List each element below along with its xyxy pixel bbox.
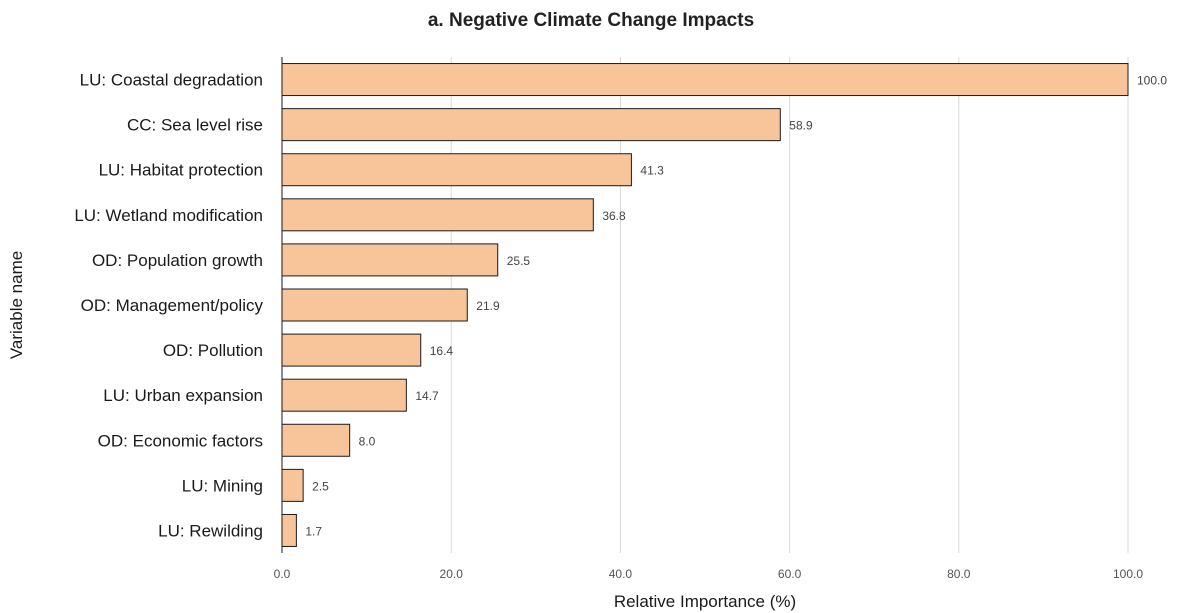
x-tick-label: 20.0	[440, 567, 464, 581]
category-label: OD: Population growth	[92, 251, 263, 270]
category-label: LU: Habitat protection	[99, 161, 263, 180]
x-tick-labels: 0.0 20.0 40.0 60.0 80.0 100.0	[274, 567, 1144, 581]
bar	[281, 468, 304, 502]
bar	[281, 153, 632, 187]
bar	[281, 378, 407, 412]
category-label: LU: Wetland modification	[74, 206, 263, 225]
data-label: 21.9	[476, 299, 500, 313]
category-label: LU: Urban expansion	[103, 386, 263, 405]
data-label: 1.7	[305, 524, 322, 538]
data-labels: 100.0 58.9 41.3 36.8 25.5 21.9 16.4 14.7 8.0 2.5 1…	[305, 74, 1167, 539]
bar	[281, 513, 297, 547]
bar	[281, 63, 1129, 97]
bar	[281, 333, 422, 367]
x-tick-label: 60.0	[778, 567, 802, 581]
bar	[281, 288, 468, 322]
category-label: LU: Coastal degradation	[80, 71, 263, 90]
chart-title: a. Negative Climate Change Impacts	[428, 10, 754, 31]
x-tick-label: 100.0	[1113, 567, 1143, 581]
data-label: 2.5	[312, 479, 329, 493]
data-label: 8.0	[359, 434, 376, 448]
data-label: 14.7	[415, 389, 439, 403]
category-labels: LU: Coastal degradation CC: Sea level ris…	[74, 71, 263, 541]
x-tick-label: 80.0	[947, 567, 971, 581]
bar	[281, 198, 594, 232]
category-label: LU: Rewilding	[158, 521, 263, 540]
x-axis-title: Relative Importance (%)	[614, 592, 796, 611]
category-label: OD: Management/policy	[81, 296, 264, 315]
category-label: OD: Economic factors	[98, 431, 263, 450]
bar	[281, 243, 499, 277]
category-label: OD: Pollution	[163, 341, 263, 360]
data-label: 100.0	[1137, 74, 1167, 88]
bar	[281, 423, 351, 457]
y-axis-title: Variable name	[7, 251, 26, 359]
bars	[281, 63, 1129, 547]
data-label: 16.4	[430, 344, 454, 358]
data-label: 25.5	[507, 254, 531, 268]
x-tick-label: 40.0	[609, 567, 633, 581]
data-label: 41.3	[640, 164, 664, 178]
bar	[281, 108, 781, 142]
category-label: LU: Mining	[182, 476, 263, 495]
category-label: CC: Sea level rise	[127, 116, 263, 135]
data-label: 36.8	[602, 209, 626, 223]
x-tick-label: 0.0	[274, 567, 291, 581]
data-label: 58.9	[789, 119, 813, 133]
